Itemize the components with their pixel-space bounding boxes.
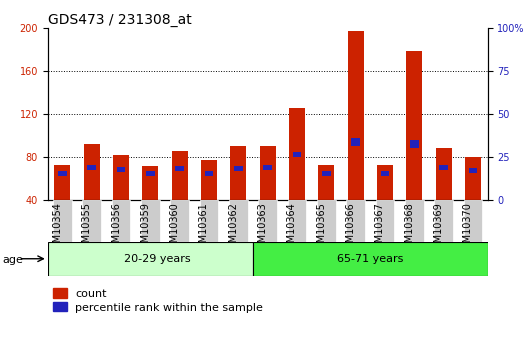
Bar bbox=[263, 165, 272, 170]
FancyBboxPatch shape bbox=[288, 200, 306, 242]
Bar bbox=[322, 171, 331, 176]
Text: GSM10354: GSM10354 bbox=[52, 202, 63, 255]
Bar bbox=[439, 165, 448, 170]
FancyBboxPatch shape bbox=[48, 241, 253, 276]
Text: GSM10361: GSM10361 bbox=[199, 202, 209, 255]
FancyBboxPatch shape bbox=[435, 200, 453, 242]
Text: GDS473 / 231308_at: GDS473 / 231308_at bbox=[48, 12, 191, 27]
Bar bbox=[201, 160, 217, 200]
Text: GSM10369: GSM10369 bbox=[434, 202, 444, 255]
Text: GSM10359: GSM10359 bbox=[140, 202, 151, 255]
Text: 20-29 years: 20-29 years bbox=[125, 254, 191, 264]
Bar bbox=[87, 165, 96, 170]
Text: GSM10360: GSM10360 bbox=[170, 202, 180, 255]
FancyBboxPatch shape bbox=[253, 241, 488, 276]
Bar bbox=[381, 171, 390, 176]
FancyBboxPatch shape bbox=[141, 200, 160, 242]
Bar bbox=[146, 171, 155, 176]
Bar bbox=[469, 168, 478, 173]
Bar bbox=[230, 146, 246, 200]
Bar bbox=[117, 167, 126, 172]
Bar bbox=[348, 31, 364, 200]
Text: GSM10362: GSM10362 bbox=[228, 202, 239, 255]
Bar bbox=[410, 140, 419, 148]
FancyBboxPatch shape bbox=[405, 200, 423, 242]
FancyBboxPatch shape bbox=[259, 200, 277, 242]
Bar bbox=[58, 171, 67, 176]
Bar bbox=[172, 150, 188, 200]
FancyBboxPatch shape bbox=[464, 200, 482, 242]
Text: age: age bbox=[3, 256, 23, 265]
Bar bbox=[318, 165, 334, 200]
Bar bbox=[234, 166, 243, 171]
FancyBboxPatch shape bbox=[83, 200, 101, 242]
Bar bbox=[113, 155, 129, 200]
Text: GSM10363: GSM10363 bbox=[258, 202, 268, 255]
FancyBboxPatch shape bbox=[317, 200, 335, 242]
Text: GSM10367: GSM10367 bbox=[375, 202, 385, 255]
Bar bbox=[260, 146, 276, 200]
Text: GSM10366: GSM10366 bbox=[346, 202, 356, 255]
Bar bbox=[142, 166, 158, 200]
Bar bbox=[54, 165, 70, 200]
FancyBboxPatch shape bbox=[112, 200, 130, 242]
Bar bbox=[84, 144, 100, 200]
Text: GSM10370: GSM10370 bbox=[463, 202, 473, 255]
FancyBboxPatch shape bbox=[347, 200, 365, 242]
FancyBboxPatch shape bbox=[229, 200, 248, 242]
Text: GSM10355: GSM10355 bbox=[82, 202, 92, 255]
FancyBboxPatch shape bbox=[376, 200, 394, 242]
FancyBboxPatch shape bbox=[171, 200, 189, 242]
Bar bbox=[205, 171, 214, 176]
Text: GSM10368: GSM10368 bbox=[404, 202, 414, 255]
Legend: count, percentile rank within the sample: count, percentile rank within the sample bbox=[53, 288, 263, 313]
Bar bbox=[289, 108, 305, 200]
Bar bbox=[175, 166, 184, 171]
Bar bbox=[406, 51, 422, 200]
Bar bbox=[465, 157, 481, 200]
Bar bbox=[351, 138, 360, 146]
Bar bbox=[377, 165, 393, 200]
Text: 65-71 years: 65-71 years bbox=[337, 254, 403, 264]
Bar bbox=[293, 151, 302, 157]
Text: GSM10356: GSM10356 bbox=[111, 202, 121, 255]
FancyBboxPatch shape bbox=[53, 200, 72, 242]
Text: GSM10365: GSM10365 bbox=[316, 202, 326, 255]
FancyBboxPatch shape bbox=[200, 200, 218, 242]
Bar bbox=[436, 148, 452, 200]
Text: GSM10364: GSM10364 bbox=[287, 202, 297, 255]
